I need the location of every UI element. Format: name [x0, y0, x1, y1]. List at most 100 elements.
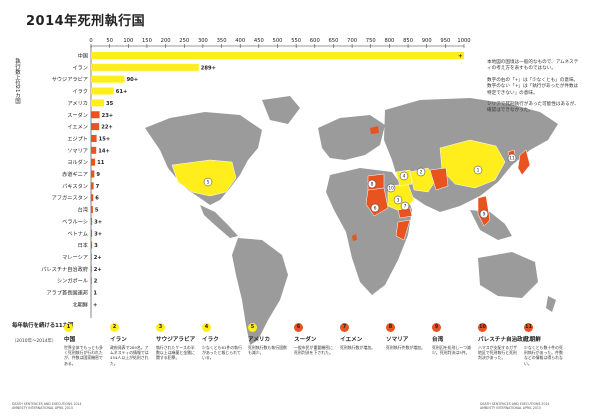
category-label: パキスタン — [62, 182, 88, 190]
map-pakistan-afghanistan — [429, 167, 449, 191]
x-tick-label: 850 — [403, 38, 413, 44]
x-tick-label: 150 — [142, 38, 152, 44]
x-tick-label: 750 — [366, 38, 376, 44]
x-tick-label: 1000 — [457, 38, 470, 44]
map-marker — [507, 153, 517, 163]
legend-number-icon: 3 — [156, 323, 165, 332]
legend-country-name: ソマリア — [386, 337, 409, 343]
x-tick-label: 550 — [291, 38, 301, 44]
legend-number-icon: 1 — [64, 323, 73, 332]
legend-description: 死刑囚を処刑し一つ減少。死刑判決は5件。 — [432, 345, 471, 356]
legend-number-icon: 2 — [110, 323, 119, 332]
category-label: 赤道ギニア — [62, 170, 88, 178]
map-marker — [473, 165, 483, 175]
data-label: 2 — [94, 279, 98, 285]
legend-country-name: イエメン — [340, 337, 363, 343]
bar — [91, 146, 97, 154]
map-marker-label: 10 — [388, 186, 394, 192]
legend-item: 10 パレスチナ自治政府 ハマスが支配するガザ地区で死刑執行と死刑判決があった。 — [478, 323, 529, 361]
x-tick-label: 400 — [235, 38, 245, 44]
bar — [91, 217, 93, 225]
overflow-mark: + — [458, 54, 463, 60]
map-marker — [399, 171, 409, 181]
legend-description: 世界全体でもっとも多く死刑執行が行われたが、件数は国家機密である。 — [64, 345, 103, 366]
data-label: 3+ — [94, 231, 102, 237]
bar — [91, 265, 92, 273]
legend-title: 毎年執行を続ける11カ国 — [12, 323, 74, 329]
legend-description: 執行されたケースの半数以上は麻薬と金銭に関する犯罪。 — [156, 345, 195, 361]
category-label: エジプト — [67, 135, 88, 142]
x-tick-label: 200 — [161, 38, 171, 44]
category-label: 日本 — [78, 241, 88, 249]
data-label: 9 — [96, 172, 100, 178]
legend-number-icon: 6 — [294, 323, 303, 332]
map-new-zealand — [546, 296, 556, 312]
map-marker-label: 11 — [509, 156, 515, 162]
bar — [91, 123, 100, 131]
category-label: ベトナム — [67, 230, 88, 237]
legend-description: 死刑執行数も執行国数も減少。 — [248, 345, 287, 356]
category-label: ベラルーシ — [62, 218, 88, 225]
x-tick-label: 900 — [422, 38, 432, 44]
legend-country-name: アメリカ — [248, 337, 271, 343]
notes-panel: 本地図の国境は一般的なもので、アムネスティの考え方を表すものではない。 数字の右… — [487, 60, 579, 120]
vertical-axis-label: 執行数上位21カ国 — [14, 58, 20, 104]
bar — [91, 99, 105, 107]
category-label: 台湾 — [78, 206, 88, 214]
bar — [91, 229, 93, 237]
category-label: シンガポール — [57, 277, 88, 285]
x-tick-label: 100 — [123, 38, 133, 44]
note-3: シリアで死刑執行があった可能性はあるが、確認はできなかった。 — [487, 102, 579, 114]
world-map — [145, 96, 558, 345]
legend-item: 11 北朝鮮 少なくとも数十件の死刑執行があった。件数などの情報は得られない。 — [524, 323, 566, 366]
map-southeast-asia — [470, 210, 512, 240]
bar — [91, 134, 97, 142]
map-marker-label: 5 — [207, 180, 210, 186]
bar — [91, 170, 95, 178]
category-label: マレーシア — [62, 254, 88, 261]
map-south-america — [232, 238, 288, 345]
bar — [91, 63, 199, 71]
x-tick-label: 50 — [106, 38, 113, 44]
category-label: 中国 — [78, 52, 88, 60]
x-tick-label: 500 — [273, 38, 283, 44]
legend-country-name: パレスチナ自治政府 — [478, 337, 529, 343]
category-label: アフガニスタン — [52, 194, 88, 202]
bar — [91, 206, 93, 214]
footer-left: DEATH SENTENCES AND EXECUTIONS 2014 AMNE… — [12, 402, 82, 411]
data-label: 289+ — [201, 65, 216, 71]
footer-right: DEATH SENTENCES AND EXECUTIONS 2014 AMNE… — [480, 402, 550, 411]
bar — [91, 52, 464, 59]
map-marker — [393, 195, 403, 205]
data-label: 3+ — [94, 219, 102, 225]
legend-item: 7 イエメン 死刑執行数が増加。 — [340, 323, 382, 350]
data-label: 2+ — [94, 255, 102, 261]
legend-description: ハマスが支配するガザ地区で死刑執行と死刑判決があった。 — [478, 345, 517, 361]
x-tick-label: 950 — [440, 38, 450, 44]
map-marker-label: 1 — [477, 168, 480, 174]
bar — [91, 182, 94, 190]
map-marker — [386, 183, 396, 193]
category-label: 北朝鮮 — [72, 300, 88, 308]
category-label: ヨルダン — [67, 158, 88, 166]
x-tick-label: 300 — [198, 38, 208, 44]
bar — [91, 158, 96, 166]
data-label: + — [93, 302, 97, 308]
map-marker-label: 8 — [371, 182, 374, 188]
data-label: 3 — [94, 243, 98, 249]
legend-country-name: サウジアラビア — [156, 337, 196, 343]
legend-description: 死刑執行件数が増加。 — [386, 345, 425, 350]
data-label: 2+ — [94, 267, 102, 273]
data-label: 7 — [96, 184, 100, 190]
legend-item: 1 中国世界全体でもっとも多く死刑執行が行われたが、件数は国家機密である。 — [64, 323, 106, 366]
legend-item: 2 イラン 政府発表で289名。アムネスティの情報では454人以上が処刑された。 — [110, 323, 152, 366]
map-marker — [400, 201, 410, 211]
legend-item: 3 サウジアラビア執行されたケースの半数以上は麻薬と金銭に関する犯罪。 — [156, 323, 198, 361]
bar — [91, 111, 100, 119]
legend-country-name: 中国 — [64, 337, 76, 343]
map-marker-label: 7 — [404, 204, 407, 210]
x-tick-label: 250 — [179, 38, 189, 44]
legend-item: 8 ソマリア 死刑執行件数が増加。 — [386, 323, 428, 350]
legend-number-icon: 11 — [524, 323, 533, 332]
map-marker-label: 4 — [403, 174, 406, 180]
